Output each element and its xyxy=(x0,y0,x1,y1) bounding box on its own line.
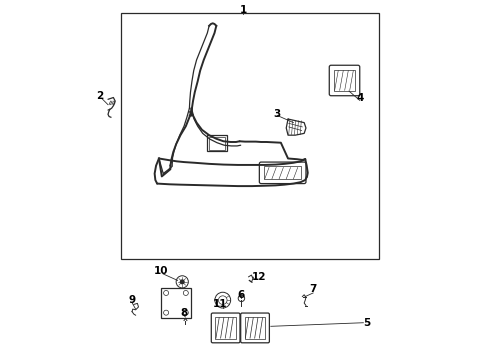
Text: 6: 6 xyxy=(238,290,245,300)
Text: 9: 9 xyxy=(128,295,136,305)
Bar xyxy=(264,166,301,179)
Bar xyxy=(334,70,355,91)
Text: 12: 12 xyxy=(252,272,267,282)
Text: 10: 10 xyxy=(153,266,168,276)
Text: 1: 1 xyxy=(240,5,247,15)
Text: 2: 2 xyxy=(96,91,103,101)
Bar xyxy=(245,317,266,339)
Bar xyxy=(215,317,236,339)
Bar xyxy=(122,13,379,259)
Text: 4: 4 xyxy=(356,93,364,103)
Text: 5: 5 xyxy=(363,319,370,328)
Bar xyxy=(161,288,191,318)
Circle shape xyxy=(180,280,184,284)
Bar xyxy=(207,135,227,151)
Text: 8: 8 xyxy=(180,308,188,318)
Bar xyxy=(209,137,225,149)
Text: 11: 11 xyxy=(213,299,227,309)
Text: 7: 7 xyxy=(310,284,317,294)
Text: 3: 3 xyxy=(273,109,281,119)
